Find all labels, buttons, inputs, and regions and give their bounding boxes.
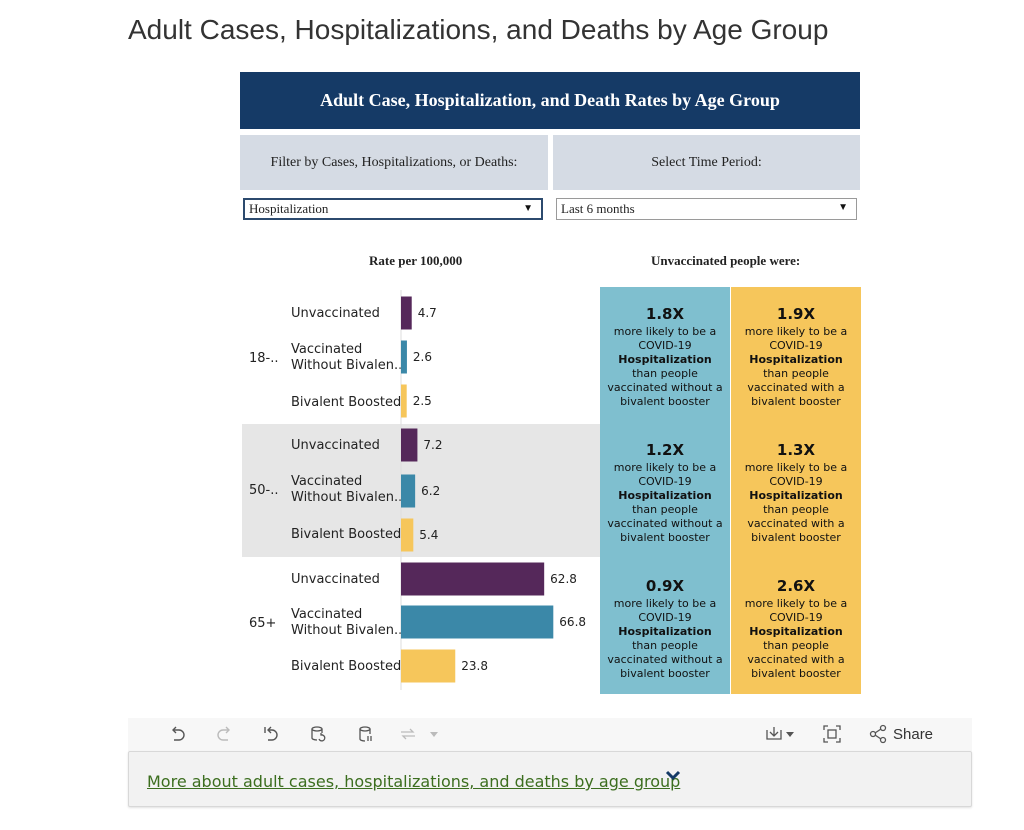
card-text: vaccinated with a bivalent booster: [747, 381, 845, 408]
view-toggle-icon[interactable]: [398, 724, 418, 744]
card-text: than people: [763, 503, 829, 516]
age-group-label-18: 18-..: [249, 351, 279, 366]
card-metric: Hospitalization: [749, 353, 843, 366]
card-metric: Hospitalization: [618, 353, 712, 366]
row-label-vaccinated-without-bivalent: Vaccinated Without Bivalen..: [291, 342, 403, 373]
refresh-data-icon[interactable]: [308, 724, 328, 744]
card-text: than people: [632, 503, 698, 516]
multiplier-value: 1.2X: [645, 441, 685, 459]
page-title: Adult Cases, Hospitalizations, and Death…: [128, 14, 829, 45]
card-text: more likely to be a COVID-19: [613, 461, 717, 488]
bar-value-label: 6.2: [421, 484, 440, 498]
period-dropdown[interactable]: Last 6 months ▼: [556, 198, 857, 220]
bar-vaccinated-without-bivalent[interactable]: [401, 340, 407, 374]
rate-header: Rate per 100,000: [369, 253, 463, 268]
pause-data-icon[interactable]: [356, 724, 376, 744]
bar-bivalent-boosted[interactable]: [401, 649, 456, 683]
viz-title: Adult Case, Hospitalization, and Death R…: [240, 72, 860, 129]
bar-value-label: 5.4: [419, 528, 438, 542]
chevron-down-icon: ▼: [838, 202, 848, 213]
undo-icon[interactable]: [168, 724, 188, 744]
more-info-link[interactable]: More about adult cases, hospitalizations…: [147, 772, 681, 791]
card-text: vaccinated with a bivalent booster: [747, 517, 845, 544]
row-label-vaccinated-without-bivalent: Vaccinated Without Bivalen..: [291, 607, 403, 638]
bar-value-label: 7.2: [423, 438, 442, 452]
bar-unvaccinated[interactable]: [401, 428, 418, 462]
row-label-unvaccinated: Unvaccinated: [291, 438, 380, 453]
bar-unvaccinated[interactable]: [401, 296, 412, 330]
fullscreen-icon[interactable]: [822, 724, 842, 744]
card-text: more likely to be a COVID-19: [744, 597, 848, 624]
card-text: than people: [632, 367, 698, 380]
chevron-down-icon: ▼: [523, 203, 533, 214]
multiplier-value: 0.9X: [645, 577, 685, 595]
comparison-card-with-bivalent: 2.6X more likely to be a COVID-19 Hospit…: [731, 559, 861, 695]
card-text: vaccinated without a bivalent booster: [607, 517, 723, 544]
bar-value-label: 66.8: [559, 615, 586, 629]
card-metric: Hospitalization: [618, 625, 712, 638]
age-group-band: [242, 424, 600, 557]
comparison-card-without-bivalent: 1.8X more likely to be a COVID-19 Hospit…: [600, 287, 730, 423]
card-metric: Hospitalization: [749, 625, 843, 638]
comparison-card-without-bivalent: 1.2X more likely to be a COVID-19 Hospit…: [600, 423, 730, 559]
metric-dropdown-value: Hospitalization: [249, 201, 329, 216]
bar-value-label: 62.8: [550, 572, 577, 586]
row-label-vaccinated-without-bivalent: Vaccinated Without Bivalen..: [291, 474, 403, 505]
chevron-down-icon[interactable]: [428, 724, 440, 744]
card-text: than people: [763, 367, 829, 380]
metric-filter-label: Filter by Cases, Hospitalizations, or De…: [240, 135, 548, 190]
card-text: vaccinated without a bivalent booster: [607, 653, 723, 680]
bar-value-label: 23.8: [461, 659, 488, 673]
share-button[interactable]: Share: [893, 726, 934, 743]
card-metric: Hospitalization: [618, 489, 712, 502]
card-text: vaccinated with a bivalent booster: [747, 653, 845, 680]
comparison-column-without-bivalent: [600, 287, 730, 694]
bar-bivalent-boosted[interactable]: [401, 384, 407, 418]
row-label-unvaccinated: Unvaccinated: [291, 572, 380, 587]
period-filter-label: Select Time Period:: [553, 135, 860, 190]
card-metric: Hospitalization: [749, 489, 843, 502]
multiplier-value: 1.9X: [776, 305, 816, 323]
comparison-card-without-bivalent: 0.9X more likely to be a COVID-19 Hospit…: [600, 559, 730, 695]
bar-bivalent-boosted[interactable]: [401, 518, 414, 552]
card-text: vaccinated without a bivalent booster: [607, 381, 723, 408]
revert-icon[interactable]: [261, 724, 281, 744]
multiplier-value: 1.3X: [776, 441, 816, 459]
bar-vaccinated-without-bivalent[interactable]: [401, 474, 416, 508]
comparison-card-with-bivalent: 1.3X more likely to be a COVID-19 Hospit…: [731, 423, 861, 559]
card-text: than people: [763, 639, 829, 652]
period-dropdown-value: Last 6 months: [561, 201, 635, 216]
viz-toolbar: Share: [128, 718, 972, 751]
age-group-label-50: 50-..: [249, 483, 279, 498]
share-icon[interactable]: [868, 724, 888, 744]
comparison-header: Unvaccinated people were:: [651, 253, 801, 268]
card-text: more likely to be a COVID-19: [613, 325, 717, 352]
card-text: more likely to be a COVID-19: [613, 597, 717, 624]
multiplier-value: 1.8X: [645, 305, 685, 323]
age-group-label-65: 65+: [249, 616, 277, 631]
bar-unvaccinated[interactable]: [401, 562, 545, 596]
chevron-down-icon[interactable]: [664, 766, 682, 784]
redo-icon[interactable]: [214, 724, 234, 744]
bar-value-label: 2.5: [413, 394, 432, 408]
card-text: more likely to be a COVID-19: [744, 325, 848, 352]
download-icon[interactable]: [764, 724, 784, 744]
bar-vaccinated-without-bivalent[interactable]: [401, 605, 554, 639]
more-info-panel: More about adult cases, hospitalizations…: [128, 751, 972, 807]
comparison-card-with-bivalent: 1.9X more likely to be a COVID-19 Hospit…: [731, 287, 861, 423]
multiplier-value: 2.6X: [776, 577, 816, 595]
row-label-unvaccinated: Unvaccinated: [291, 306, 380, 321]
comparison-column-with-bivalent: [731, 287, 861, 694]
chevron-down-icon[interactable]: [784, 724, 796, 744]
row-label-bivalent-boosted: Bivalent Boosted: [291, 395, 402, 410]
row-label-bivalent-boosted: Bivalent Boosted: [291, 527, 402, 542]
card-text: than people: [632, 639, 698, 652]
bar-value-label: 2.6: [413, 350, 432, 364]
bar-value-label: 4.7: [418, 306, 437, 320]
metric-dropdown[interactable]: Hospitalization ▼: [243, 198, 543, 220]
row-label-bivalent-boosted: Bivalent Boosted: [291, 659, 402, 674]
card-text: more likely to be a COVID-19: [744, 461, 848, 488]
